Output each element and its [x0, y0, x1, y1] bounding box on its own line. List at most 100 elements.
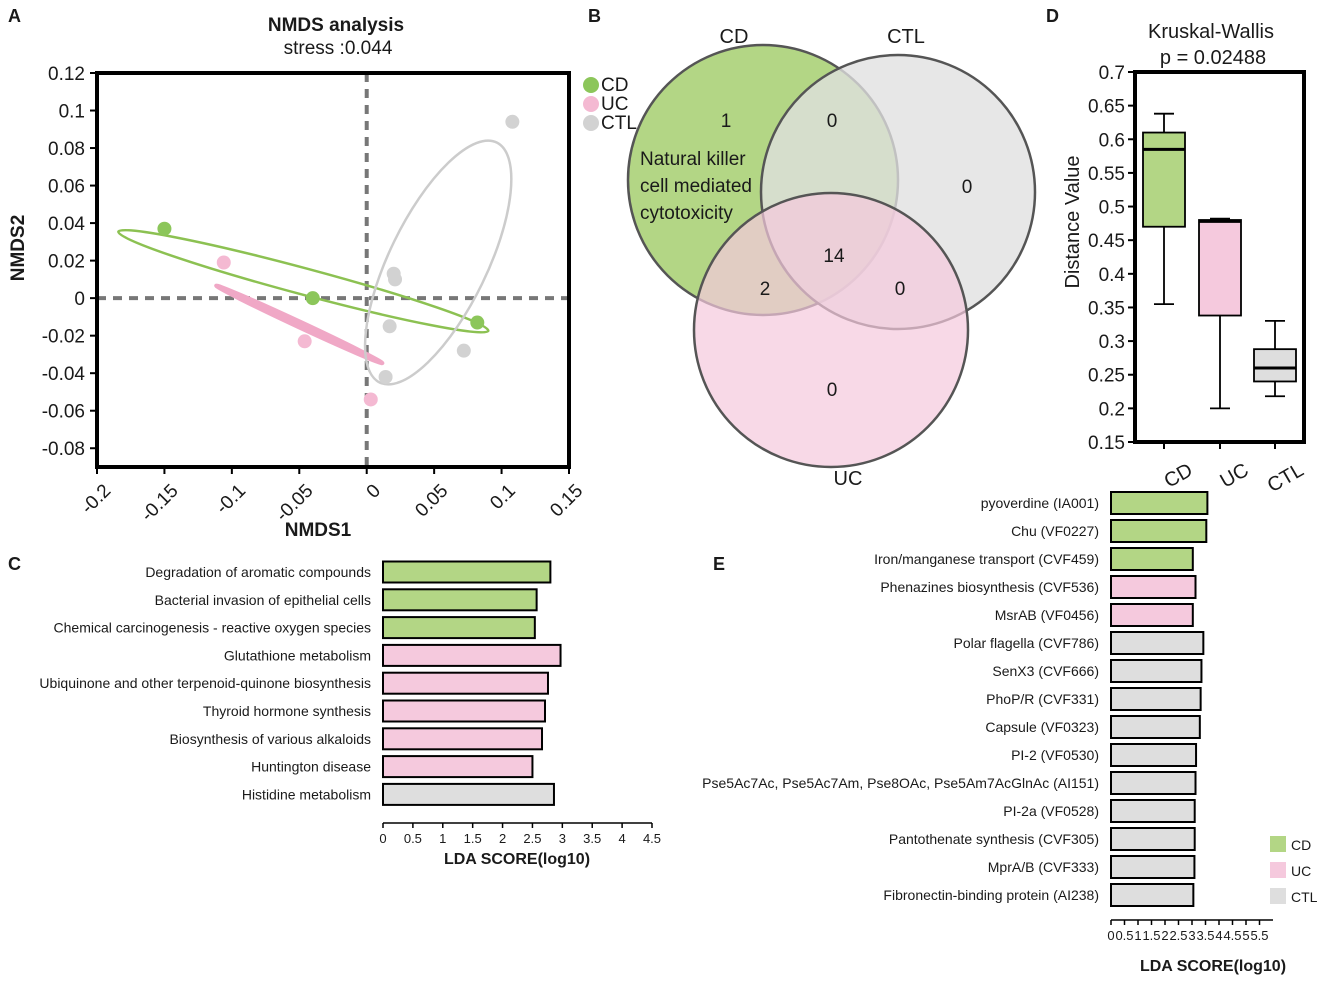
- nmds-point-ctl-6: [378, 369, 393, 384]
- nmds-y-tick-label: 0.1: [59, 102, 85, 123]
- legend-uc-marker: [583, 96, 599, 112]
- nmds-y-tick-label: 0: [74, 289, 85, 310]
- nmds-title: NMDS analysis: [268, 15, 404, 36]
- boxplot-y-tick-label: 0.45: [1088, 231, 1125, 252]
- nmds-y-tick-label: -0.06: [42, 402, 85, 423]
- lda-vf-x-tick-label: 5: [1242, 928, 1249, 943]
- venn-count-cd-only: 1: [721, 111, 732, 132]
- boxplot-x-tick-label-ctl: CTL: [1264, 459, 1308, 497]
- lda-vf-bar: [1110, 771, 1197, 795]
- lda-vf-bar-label: PhoP/R (CVF331): [986, 691, 1099, 707]
- legend-cd-swatch: [1270, 836, 1286, 852]
- lda-kegg-x-tick-label: 4.5: [643, 831, 661, 846]
- lda-kegg-bar-label: Thyroid hormone synthesis: [203, 703, 371, 719]
- venn-count-all: 14: [823, 246, 845, 267]
- boxplot-x-tick-label-cd: CD: [1160, 459, 1196, 492]
- lda-vf-bar: [1110, 743, 1198, 767]
- legend-ctl-marker: [583, 115, 599, 131]
- legend-cd-marker: [583, 77, 599, 93]
- nmds-x-label: NMDS1: [285, 520, 352, 541]
- venn-count-cd-ctl: 0: [827, 111, 838, 132]
- legend-cd-text: CD: [1291, 837, 1311, 853]
- nmds-y-tick-label: 0.12: [48, 64, 85, 85]
- nmds-y-tick-label: -0.04: [42, 364, 86, 385]
- nmds-point-ctl-4: [382, 319, 397, 334]
- lda-kegg-x-tick-label: 1: [439, 831, 446, 846]
- lda-vf-bar-label: Pse5Ac7Ac, Pse5Ac7Am, Pse8OAc, Pse5Am7Ac…: [702, 775, 1099, 791]
- boxplot-y-tick-label: 0.15: [1088, 433, 1125, 454]
- nmds-x-tick-label: 0.15: [546, 480, 587, 521]
- lda-kegg-bar: [382, 671, 549, 695]
- nmds-y-tick-label: 0.08: [48, 139, 85, 160]
- boxplot-box-ctl: [1253, 348, 1297, 383]
- legend-uc-label: UC: [601, 94, 628, 115]
- boxplot-panel: Kruskal-Wallis p = 0.02488 0.7 0.65 0.6 0.5…: [1062, 21, 1308, 497]
- boxplot-plot-area: 0.7 0.65 0.6 0.55 0.5 0.45 0.4 0.35 0.3 0.25 0.2 0.…: [1088, 63, 1307, 497]
- nmds-point-ctl-1: [505, 114, 520, 129]
- lda-vf-bar-label: SenX3 (CVF666): [992, 663, 1099, 679]
- nmds-y-tick-label: 0.06: [48, 177, 85, 198]
- lda-vf-bar-label: Pantothenate synthesis (CVF305): [889, 831, 1099, 847]
- boxplot-y-tick-label: 0.55: [1088, 164, 1125, 185]
- lda-vf-bar: [1110, 687, 1202, 711]
- lda-vf-legend: CD UC CTL: [1270, 836, 1318, 905]
- venn-panel: CD CTL UC 1 0 0 2 14 0 0 Natural killer …: [626, 26, 1037, 490]
- lda-vf-x-tick-label: 2.5: [1169, 928, 1187, 943]
- lda-kegg-x-tick-label: 2.5: [523, 831, 541, 846]
- boxplot-x-tick-label-uc: UC: [1216, 459, 1252, 492]
- nmds-ellipse-uc: [214, 283, 385, 366]
- venn-count-ctl-only: 0: [962, 177, 973, 198]
- venn-circle-uc: [692, 191, 970, 469]
- boxplot-y-tick-label: 0.7: [1099, 63, 1125, 84]
- lda-vf-bar: [1110, 827, 1196, 851]
- nmds-subtitle: stress :0.044: [284, 38, 393, 59]
- lda-vf-x-tick-label: 2: [1161, 928, 1168, 943]
- legend-ctl-label: CTL: [601, 113, 637, 134]
- lda-vf-x-tick-label: 1.5: [1142, 928, 1160, 943]
- lda-vf-bar: [1110, 631, 1205, 655]
- lda-kegg-bar: [382, 755, 534, 779]
- lda-vf-bar: [1110, 715, 1201, 739]
- nmds-point-cd-3: [470, 315, 485, 330]
- lda-kegg-x-label: LDA SCORE(log10): [444, 851, 590, 868]
- panel-label-e: E: [713, 554, 725, 574]
- boxplot-y-tick-label: 0.5: [1099, 198, 1125, 219]
- lda-kegg-bar: [382, 782, 555, 806]
- lda-vf-bar: [1110, 575, 1197, 599]
- lda-kegg-bar-label: Glutathione metabolism: [224, 647, 371, 663]
- venn-label-cd: CD: [720, 26, 749, 48]
- panel-label-d: D: [1046, 6, 1059, 26]
- legend-uc-swatch: [1270, 862, 1286, 878]
- nmds-ellipse-ctl: [363, 139, 513, 386]
- nmds-x-tick-label: 0: [363, 480, 385, 502]
- lda-kegg-bar: [382, 727, 544, 751]
- lda-vf-bar: [1110, 491, 1209, 515]
- lda-kegg-bar: [382, 616, 536, 640]
- lda-kegg-bar-label: Ubiquinone and other terpenoid-quinone b…: [39, 675, 371, 691]
- lda-vf-bar-label: Capsule (VF0323): [985, 719, 1099, 735]
- lda-vf-x-tick-label: 0: [1107, 928, 1114, 943]
- nmds-y-tick-label: -0.08: [42, 439, 85, 460]
- venn-annotation-line-3: cytotoxicity: [640, 203, 733, 224]
- lda-vf-bar: [1110, 603, 1194, 627]
- lda-vf-bar: [1110, 883, 1195, 907]
- boxplot-title: Kruskal-Wallis: [1148, 21, 1274, 43]
- venn-count-uc-only: 0: [827, 380, 838, 401]
- lda-kegg-bar-label: Biosynthesis of various alkaloids: [169, 731, 371, 747]
- lda-kegg-bar: [382, 560, 552, 584]
- nmds-y-tick-label: -0.02: [42, 327, 85, 348]
- lda-vf-x-label: LDA SCORE(log10): [1140, 958, 1286, 975]
- lda-vf-x-tick-label: 3: [1188, 928, 1195, 943]
- lda-vf-bar-label: Phenazines biosynthesis (CVF536): [880, 579, 1099, 595]
- nmds-x-tick-label: -0.1: [212, 480, 250, 518]
- nmds-y-label: NMDS2: [8, 215, 29, 282]
- venn-count-cd-uc: 2: [760, 279, 771, 300]
- lda-vf-bar: [1110, 547, 1194, 571]
- lda-vf-bar-label: pyoverdine (IA001): [981, 495, 1099, 511]
- lda-kegg-bar: [382, 699, 546, 723]
- lda-vf-panel: pyoverdine (IA001) Chu (VF0227) Iron/manga…: [702, 491, 1318, 975]
- lda-kegg-x-tick-label: 0.5: [404, 831, 422, 846]
- legend-ctl-text: CTL: [1291, 889, 1318, 905]
- boxplot-subtitle: p = 0.02488: [1160, 47, 1266, 69]
- nmds-plot-area: 0.12 0.1 0.08 0.06 0.04 0.02 0 -0.02 -0.04 -0.06 -…: [42, 64, 588, 526]
